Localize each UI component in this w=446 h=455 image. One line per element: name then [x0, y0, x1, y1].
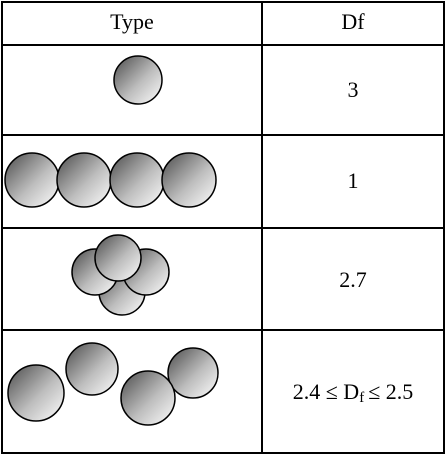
df-cell: 3	[348, 77, 359, 102]
df-cell: 2.4 ≤ Df ≤ 2.5	[293, 379, 414, 406]
df-subscript: f	[359, 390, 364, 406]
df-range-text: 2.4 ≤ D	[293, 379, 359, 404]
header-cell: Type	[110, 9, 154, 34]
cluster-icon	[71, 234, 170, 316]
df-cell: 2.7	[339, 267, 367, 292]
monomer-icon	[113, 55, 163, 105]
df-range-text: ≤ 2.5	[368, 379, 413, 404]
df-cell: 1	[348, 168, 359, 193]
header-cell: Df	[341, 9, 365, 34]
chain-icon	[4, 152, 217, 208]
branched-icon	[7, 342, 219, 426]
